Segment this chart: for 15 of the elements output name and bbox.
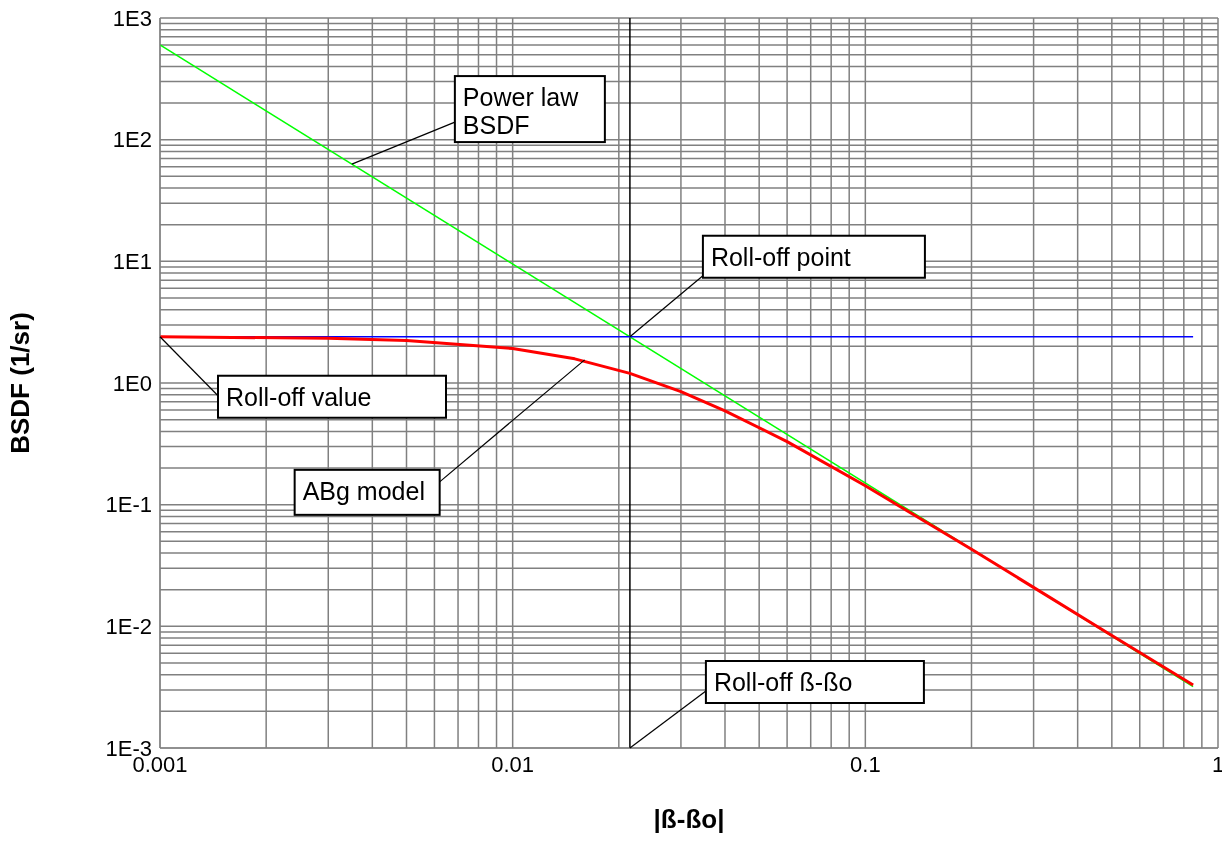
- x-axis-title: |ß-ßo|: [653, 804, 725, 834]
- y-tick-label: 1E0: [112, 370, 152, 396]
- y-tick-label: 1E-1: [105, 492, 152, 518]
- x-tick-label: 0.01: [491, 751, 535, 777]
- annotation: Roll-off value: [226, 382, 372, 411]
- annotation: Roll-off ß-ßo: [713, 668, 853, 696]
- y-tick-label: 1E-2: [105, 614, 152, 640]
- y-tick-label: 1E1: [112, 249, 152, 275]
- x-tick-label: 0.1: [850, 751, 881, 777]
- y-axis-title: BSDF (1/sr): [5, 312, 36, 454]
- annotation: Power law BSDF: [462, 83, 580, 140]
- y-tick-label: 1E3: [112, 5, 152, 31]
- annotation: ABg model: [302, 476, 425, 505]
- annotation: Roll-off point: [710, 242, 851, 271]
- y-tick-label: 1E2: [112, 127, 152, 153]
